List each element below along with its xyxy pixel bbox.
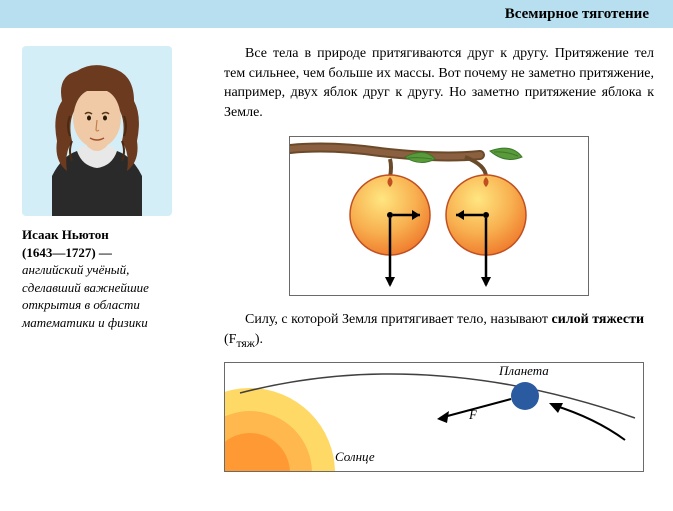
portrait-frame bbox=[22, 46, 172, 216]
para2-end: ). bbox=[255, 332, 263, 347]
page-title: Всемирное тяготение bbox=[505, 6, 649, 23]
newton-portrait bbox=[22, 46, 172, 216]
paragraph-1: Все тела в природе притягиваются друг к … bbox=[224, 44, 654, 122]
para2-sub: тяж bbox=[236, 337, 254, 350]
label-planet: Планета bbox=[499, 363, 549, 379]
right-column: Все тела в природе притягиваются друг к … bbox=[224, 44, 654, 472]
label-sun: Солнце bbox=[335, 449, 375, 465]
para2-bold: силой тяжести bbox=[552, 312, 644, 327]
para2-post: (F bbox=[224, 332, 236, 347]
orbit-diagram bbox=[225, 363, 644, 472]
caption-name: Исаак Ньютон bbox=[22, 227, 109, 242]
caption-dates: (1643—1727) — bbox=[22, 245, 112, 260]
paragraph-2: Силу, с которой Земля притягивает тело, … bbox=[224, 310, 654, 352]
orbit-figure: Планета F Солнце bbox=[224, 362, 644, 472]
header-bar: Всемирное тяготение bbox=[0, 0, 673, 28]
para2-pre: Силу, с которой Земля притягивает тело, … bbox=[245, 312, 552, 327]
apples-diagram bbox=[290, 137, 590, 297]
caption-desc: английский учёный, сделавший важнейшие о… bbox=[22, 262, 149, 330]
portrait-caption: Исаак Ньютон (1643—1727) — английский уч… bbox=[22, 226, 182, 331]
left-column: Исаак Ньютон (1643—1727) — английский уч… bbox=[22, 46, 182, 331]
label-force: F bbox=[469, 407, 477, 423]
apples-figure bbox=[289, 136, 589, 296]
